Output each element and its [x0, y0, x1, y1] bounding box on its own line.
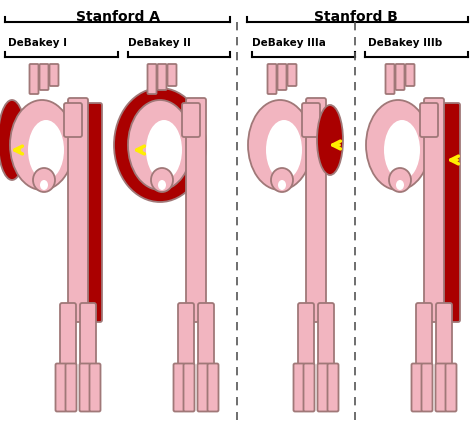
FancyBboxPatch shape	[438, 103, 460, 322]
FancyBboxPatch shape	[424, 98, 444, 322]
FancyBboxPatch shape	[420, 103, 438, 137]
FancyBboxPatch shape	[82, 103, 102, 322]
Ellipse shape	[278, 180, 286, 190]
FancyBboxPatch shape	[198, 363, 209, 412]
FancyBboxPatch shape	[182, 103, 200, 137]
FancyBboxPatch shape	[60, 303, 76, 372]
FancyBboxPatch shape	[298, 303, 314, 372]
FancyBboxPatch shape	[293, 363, 304, 412]
FancyBboxPatch shape	[416, 303, 432, 372]
Ellipse shape	[0, 100, 26, 180]
Ellipse shape	[151, 168, 173, 192]
Ellipse shape	[271, 168, 293, 192]
FancyBboxPatch shape	[421, 363, 432, 412]
FancyBboxPatch shape	[405, 64, 414, 86]
FancyBboxPatch shape	[65, 363, 76, 412]
Ellipse shape	[33, 168, 55, 192]
FancyBboxPatch shape	[446, 363, 456, 412]
Ellipse shape	[128, 100, 192, 190]
FancyBboxPatch shape	[208, 363, 219, 412]
FancyBboxPatch shape	[80, 363, 91, 412]
Text: Stanford A: Stanford A	[76, 10, 160, 24]
FancyBboxPatch shape	[198, 303, 214, 372]
FancyBboxPatch shape	[64, 103, 82, 137]
FancyBboxPatch shape	[267, 64, 276, 94]
FancyBboxPatch shape	[29, 64, 38, 94]
Ellipse shape	[389, 168, 411, 192]
FancyBboxPatch shape	[167, 64, 176, 86]
FancyBboxPatch shape	[411, 363, 422, 412]
Ellipse shape	[146, 120, 182, 180]
FancyBboxPatch shape	[173, 363, 184, 412]
Ellipse shape	[158, 180, 166, 190]
Ellipse shape	[248, 100, 312, 190]
FancyBboxPatch shape	[157, 64, 166, 90]
FancyBboxPatch shape	[436, 363, 447, 412]
FancyBboxPatch shape	[49, 64, 58, 86]
Ellipse shape	[396, 180, 404, 190]
FancyBboxPatch shape	[306, 98, 326, 322]
FancyBboxPatch shape	[436, 303, 452, 372]
FancyBboxPatch shape	[277, 64, 286, 90]
FancyBboxPatch shape	[80, 303, 96, 372]
Ellipse shape	[40, 180, 48, 190]
FancyBboxPatch shape	[318, 303, 334, 372]
FancyBboxPatch shape	[147, 64, 156, 94]
FancyBboxPatch shape	[303, 363, 315, 412]
FancyBboxPatch shape	[90, 363, 100, 412]
Ellipse shape	[366, 100, 430, 190]
FancyBboxPatch shape	[302, 103, 320, 137]
Text: DeBakey IIIb: DeBakey IIIb	[368, 38, 442, 48]
FancyBboxPatch shape	[288, 64, 297, 86]
Ellipse shape	[317, 105, 343, 175]
Ellipse shape	[28, 120, 64, 180]
FancyBboxPatch shape	[385, 64, 394, 94]
Ellipse shape	[384, 120, 420, 180]
FancyBboxPatch shape	[68, 98, 88, 322]
Ellipse shape	[10, 100, 74, 190]
FancyBboxPatch shape	[55, 363, 66, 412]
Text: DeBakey I: DeBakey I	[8, 38, 67, 48]
FancyBboxPatch shape	[183, 363, 194, 412]
Ellipse shape	[114, 88, 206, 202]
FancyBboxPatch shape	[328, 363, 338, 412]
FancyBboxPatch shape	[395, 64, 404, 90]
FancyBboxPatch shape	[186, 98, 206, 322]
Text: DeBakey IIIa: DeBakey IIIa	[252, 38, 326, 48]
FancyBboxPatch shape	[178, 303, 194, 372]
Text: Stanford B: Stanford B	[314, 10, 398, 24]
Ellipse shape	[266, 120, 302, 180]
Text: DeBakey II: DeBakey II	[128, 38, 191, 48]
FancyBboxPatch shape	[318, 363, 328, 412]
FancyBboxPatch shape	[39, 64, 48, 90]
